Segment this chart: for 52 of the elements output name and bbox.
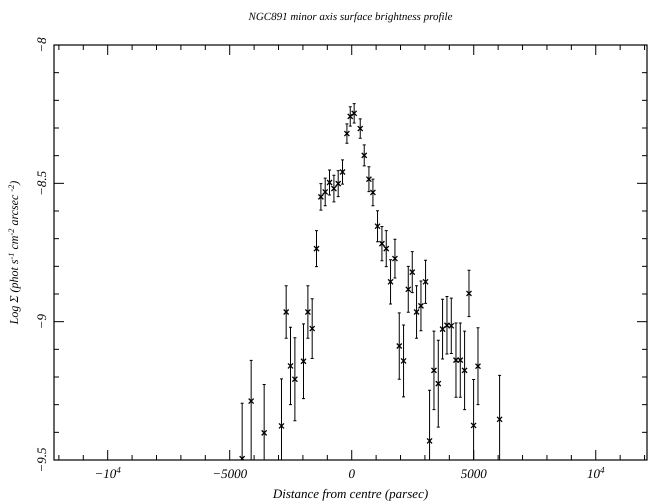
point — [261, 430, 268, 436]
point — [400, 358, 407, 364]
point — [387, 278, 394, 285]
point — [278, 422, 285, 430]
point — [351, 110, 358, 116]
point — [405, 286, 412, 292]
point — [313, 245, 320, 252]
point — [248, 398, 254, 404]
x-tick-label: 5000 — [460, 466, 488, 481]
x-axis-title: Distance from centre (parsec) — [272, 486, 428, 501]
point — [439, 326, 446, 332]
point — [466, 290, 472, 297]
point — [496, 416, 503, 422]
point — [418, 302, 424, 310]
y-tick-label: −9.5 — [34, 446, 49, 473]
point — [357, 125, 364, 132]
point — [444, 322, 450, 328]
point — [322, 188, 328, 196]
point — [435, 380, 442, 387]
point — [470, 422, 477, 429]
point — [304, 308, 312, 316]
y-tick-label: −9 — [34, 314, 49, 330]
y-tick-label: −8.5 — [34, 170, 49, 196]
point — [309, 325, 316, 332]
point — [413, 308, 420, 316]
point — [318, 194, 324, 200]
point — [300, 358, 307, 364]
point — [452, 356, 460, 364]
point — [239, 455, 246, 460]
point — [392, 255, 398, 262]
x-tick-label: 0 — [348, 466, 356, 481]
point — [347, 113, 354, 120]
point — [374, 223, 381, 230]
x-tick-label: 10$^{4}$ — [586, 465, 605, 481]
x-tick-label: −5000 — [212, 466, 248, 481]
point — [330, 185, 338, 192]
point — [474, 363, 482, 370]
point — [287, 362, 294, 370]
point — [396, 342, 402, 350]
point — [292, 376, 298, 382]
point — [361, 152, 368, 159]
point — [335, 180, 342, 187]
y-tick-label: −8 — [34, 36, 49, 53]
point — [383, 245, 390, 252]
x-tick-label: −10$^{4}$ — [94, 465, 122, 481]
point — [409, 268, 416, 276]
point — [461, 367, 468, 374]
point — [344, 130, 350, 137]
point — [426, 438, 433, 444]
point — [283, 308, 290, 316]
chart-title: NGC891 minor axis surface brightness profile — [247, 11, 453, 23]
point — [430, 367, 438, 374]
